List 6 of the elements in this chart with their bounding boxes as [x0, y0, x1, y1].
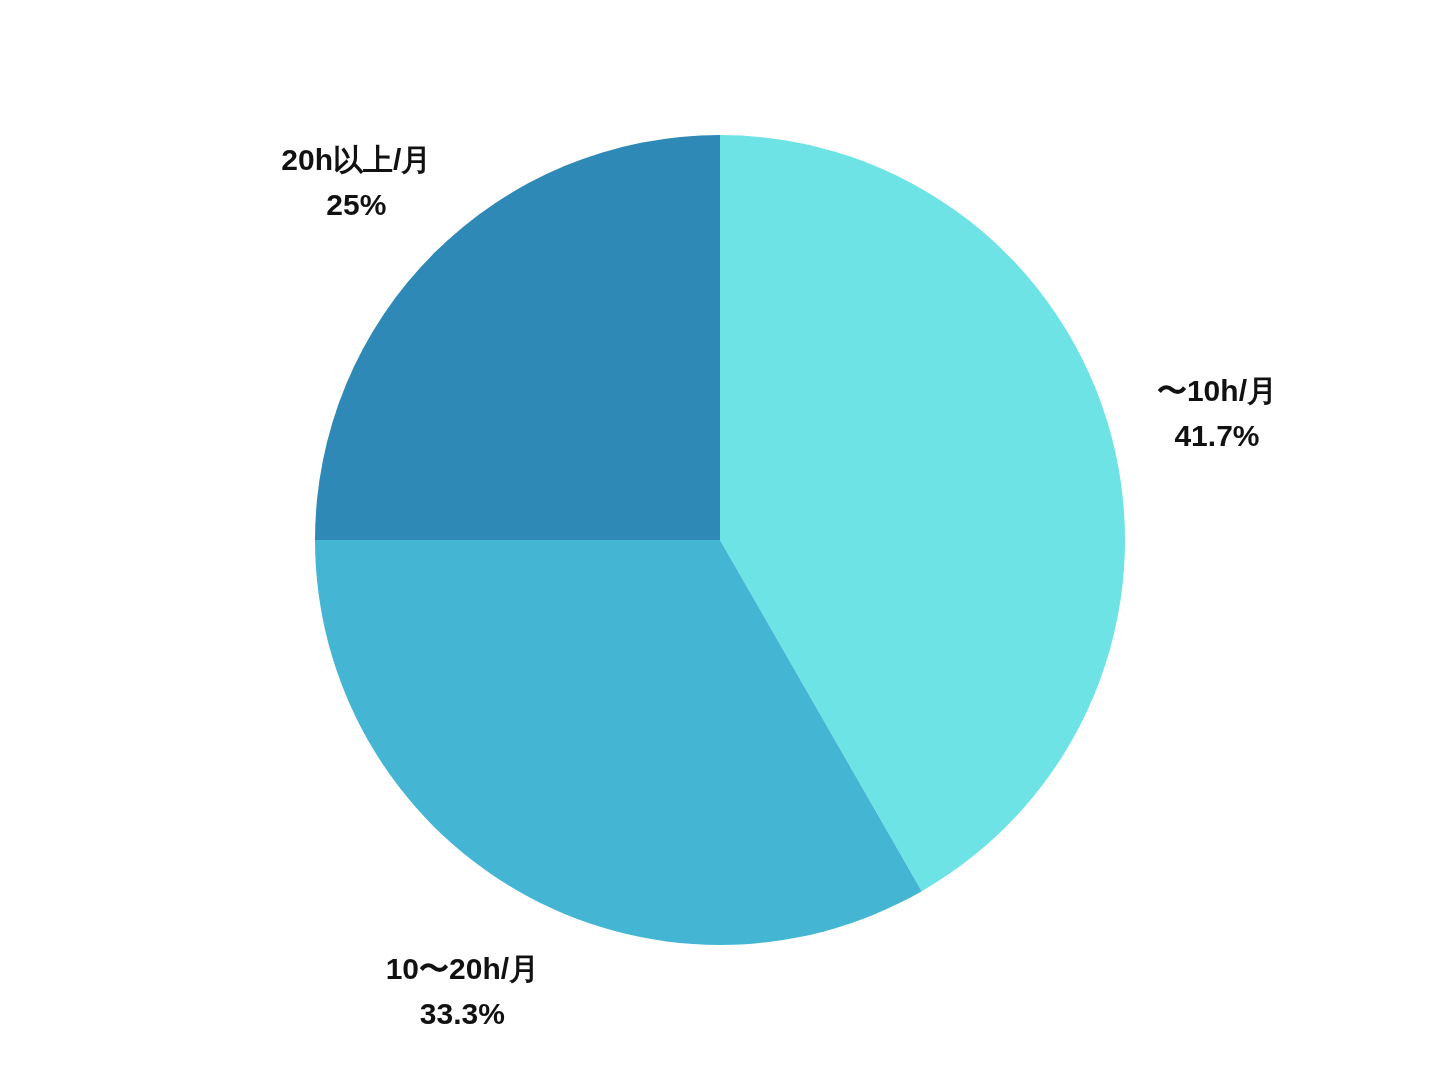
slice-label: 20h以上/月	[281, 143, 432, 177]
slice-label: 10〜20h/月	[385, 952, 540, 986]
data-label: 25%	[326, 188, 387, 222]
data-label: 41.7%	[1174, 419, 1260, 453]
slice-label: 〜10h/月	[1156, 374, 1277, 408]
data-label: 33.3%	[419, 997, 505, 1031]
